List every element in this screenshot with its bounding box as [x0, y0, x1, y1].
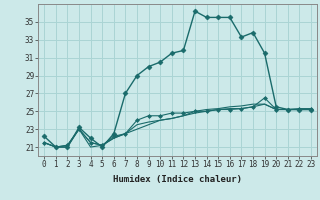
X-axis label: Humidex (Indice chaleur): Humidex (Indice chaleur): [113, 175, 242, 184]
